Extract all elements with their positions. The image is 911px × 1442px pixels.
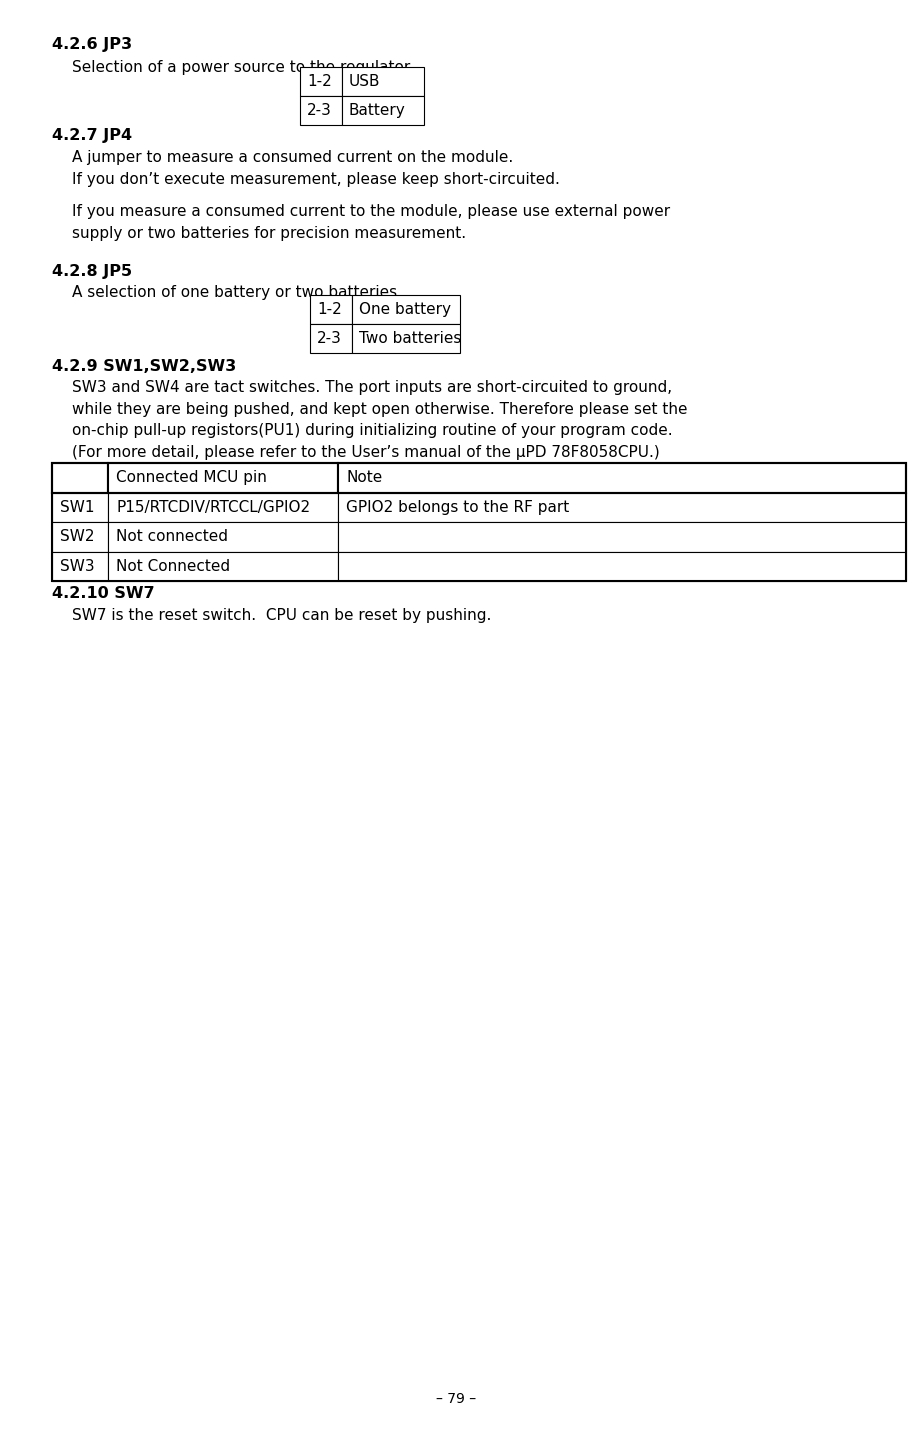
- Bar: [52, 463, 905, 581]
- Text: Not Connected: Not Connected: [116, 558, 230, 574]
- Text: SW2: SW2: [60, 529, 95, 544]
- Bar: [52, 493, 107, 522]
- Bar: [338, 463, 905, 493]
- Text: 1-2: 1-2: [307, 74, 332, 89]
- Text: SW3 and SW4 are tact switches. The port inputs are short-circuited to ground,
wh: SW3 and SW4 are tact switches. The port …: [72, 381, 687, 460]
- Bar: [352, 324, 459, 353]
- Text: One battery: One battery: [359, 301, 451, 317]
- Bar: [52, 463, 107, 493]
- Bar: [300, 97, 342, 125]
- Text: A selection of one battery or two batteries.: A selection of one battery or two batter…: [72, 286, 402, 300]
- Text: 1-2: 1-2: [317, 301, 342, 317]
- Bar: [338, 522, 905, 551]
- Bar: [52, 551, 107, 581]
- Text: 4.2.10 SW7: 4.2.10 SW7: [52, 585, 155, 601]
- Text: SW3: SW3: [60, 558, 95, 574]
- Bar: [338, 493, 905, 522]
- Bar: [310, 296, 352, 324]
- Text: P15/RTCDIV/RTCCL/GPIO2: P15/RTCDIV/RTCCL/GPIO2: [116, 500, 310, 515]
- Text: Connected MCU pin: Connected MCU pin: [116, 470, 267, 486]
- Bar: [107, 493, 338, 522]
- Text: Two batteries: Two batteries: [359, 332, 461, 346]
- Text: SW7 is the reset switch.  CPU can be reset by pushing.: SW7 is the reset switch. CPU can be rese…: [72, 609, 491, 623]
- Text: A jumper to measure a consumed current on the module.
If you don’t execute measu: A jumper to measure a consumed current o…: [72, 150, 559, 186]
- Text: USB: USB: [349, 74, 380, 89]
- Text: SW1: SW1: [60, 500, 95, 515]
- Text: Selection of a power source to the regulator: Selection of a power source to the regul…: [72, 61, 410, 75]
- Bar: [107, 551, 338, 581]
- Text: GPIO2 belongs to the RF part: GPIO2 belongs to the RF part: [345, 500, 568, 515]
- Text: 4.2.8 JP5: 4.2.8 JP5: [52, 264, 132, 278]
- Bar: [342, 66, 424, 97]
- Bar: [107, 463, 338, 493]
- Text: 4.2.7 JP4: 4.2.7 JP4: [52, 128, 132, 143]
- Bar: [107, 522, 338, 551]
- Bar: [300, 66, 342, 97]
- Text: – 79 –: – 79 –: [435, 1392, 476, 1406]
- Bar: [342, 97, 424, 125]
- Text: 2-3: 2-3: [317, 332, 342, 346]
- Text: Not connected: Not connected: [116, 529, 228, 544]
- Text: If you measure a consumed current to the module, please use external power
suppl: If you measure a consumed current to the…: [72, 203, 670, 241]
- Bar: [338, 551, 905, 581]
- Text: 2-3: 2-3: [307, 102, 332, 118]
- Text: 4.2.9 SW1,SW2,SW3: 4.2.9 SW1,SW2,SW3: [52, 359, 236, 373]
- Text: 4.2.6 JP3: 4.2.6 JP3: [52, 37, 132, 52]
- Text: Battery: Battery: [349, 102, 405, 118]
- Bar: [310, 324, 352, 353]
- Text: Note: Note: [345, 470, 382, 486]
- Bar: [352, 296, 459, 324]
- Bar: [52, 522, 107, 551]
